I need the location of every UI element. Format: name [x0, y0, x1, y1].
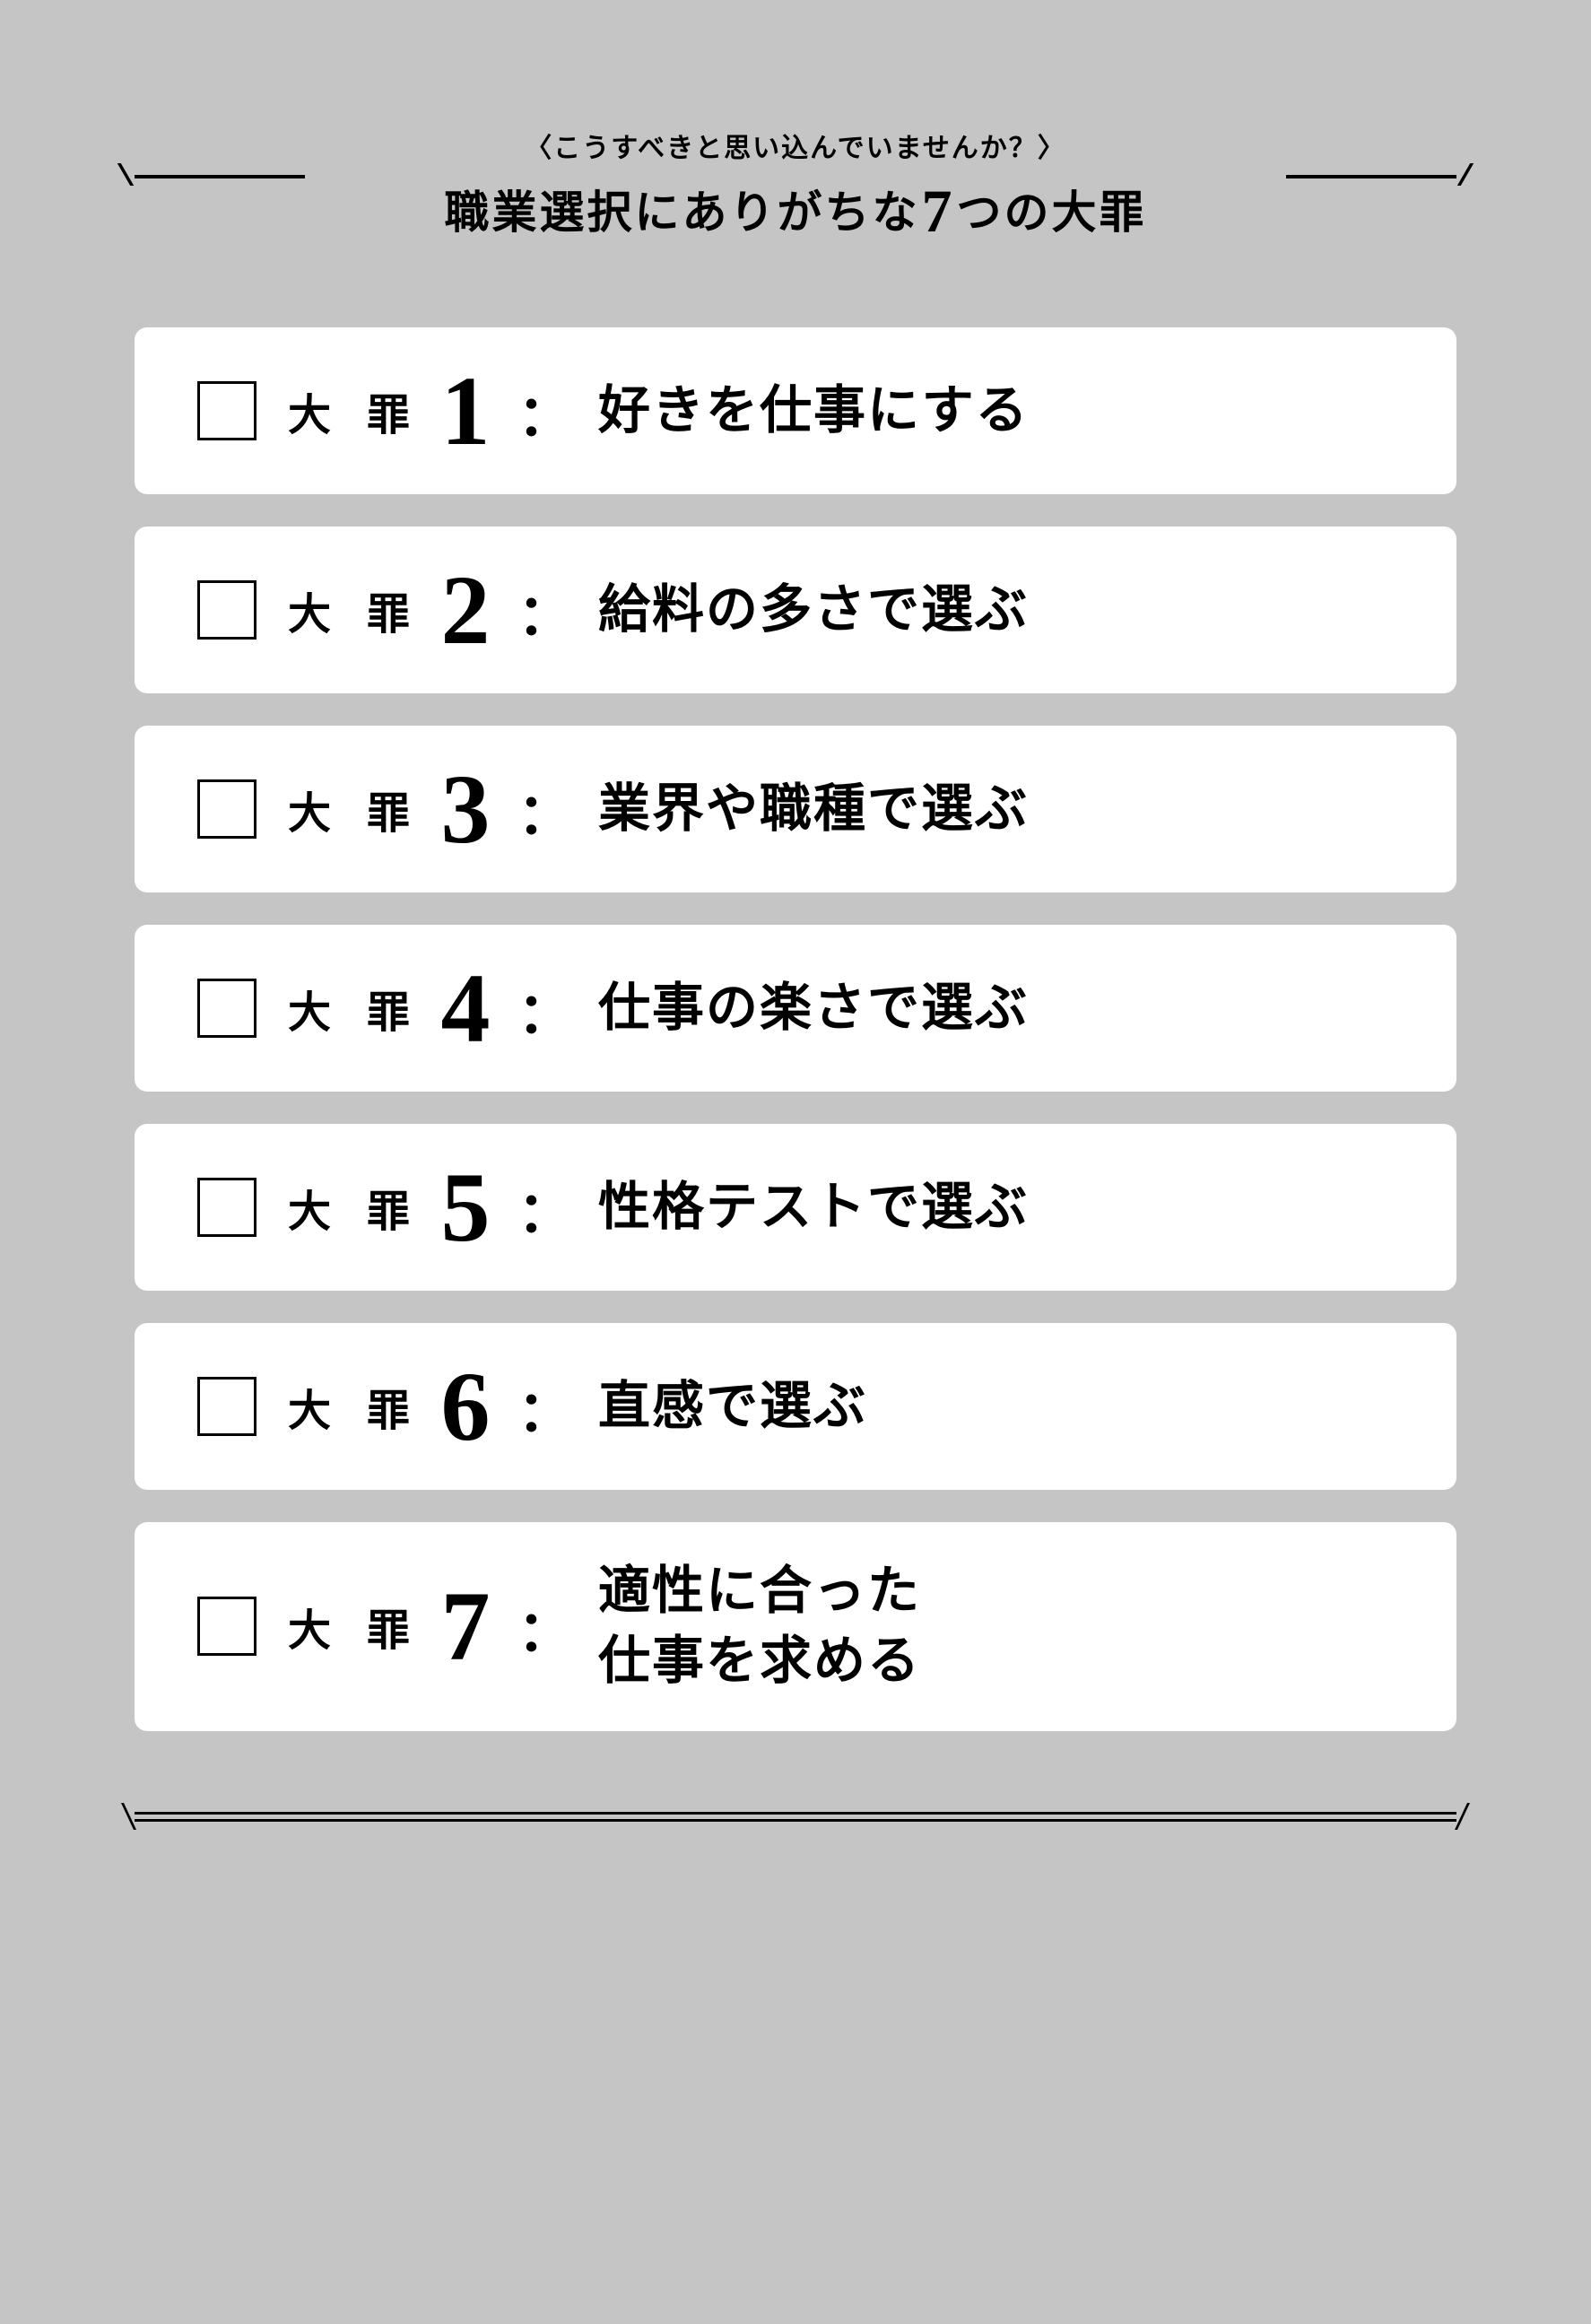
sin-text: 直感で選ぶ: [598, 1371, 867, 1441]
colon: ：: [517, 968, 573, 1049]
checkbox[interactable]: [197, 580, 256, 640]
colon: ：: [517, 769, 573, 849]
colon: ：: [517, 570, 573, 650]
sin-card-4: 大 罪4： 仕事の楽さで選ぶ: [135, 925, 1456, 1092]
sin-number: 3: [430, 760, 501, 858]
sin-label: 大 罪: [288, 1176, 422, 1239]
checkbox[interactable]: [197, 1178, 256, 1237]
colon: ：: [517, 1586, 573, 1667]
sin-number: 4: [430, 959, 501, 1058]
sin-number: 2: [430, 561, 501, 659]
colon: ：: [517, 1167, 573, 1248]
sin-number: 6: [430, 1357, 501, 1456]
sin-text: 好きを仕事にする: [598, 376, 1030, 446]
title-prefix: 職業選択にありがちな: [445, 187, 920, 238]
checkbox[interactable]: [197, 779, 256, 839]
sin-text: 業界や職種で選ぶ: [598, 774, 1029, 844]
colon: ：: [517, 370, 573, 451]
header-rule-left: [135, 175, 305, 178]
page-header: 〈こうすべきと思い込んでいませんか？〉 職業選択にありがちな7つの大罪: [135, 126, 1456, 247]
sin-label: 大 罪: [288, 778, 422, 840]
sin-text: 性格テストで選ぶ: [598, 1172, 1029, 1242]
page-subtitle: 〈こうすべきと思い込んでいませんか？〉: [135, 126, 1456, 165]
footer-ornament-left: [121, 1803, 161, 1830]
sin-card-5: 大 罪5： 性格テストで選ぶ: [135, 1124, 1456, 1291]
checkbox[interactable]: [197, 381, 256, 440]
footer-rule-top: [135, 1812, 1456, 1815]
sin-text: 給料の多さで選ぶ: [598, 575, 1029, 645]
sin-card-3: 大 罪3： 業界や職種で選ぶ: [135, 726, 1456, 892]
title-number: 7: [920, 177, 957, 245]
page-title: 職業選択にありがちな7つの大罪: [135, 176, 1456, 247]
header-rule-right: [1286, 175, 1456, 178]
header-ornament-right: [1439, 163, 1474, 186]
sin-card-6: 大 罪6： 直感で選ぶ: [135, 1323, 1456, 1490]
sin-card-1: 大 罪1： 好きを仕事にする: [135, 327, 1456, 494]
footer-ornament-right: [1430, 1803, 1470, 1830]
sin-label: 大 罪: [288, 1595, 422, 1658]
sin-label: 大 罪: [288, 977, 422, 1040]
checkbox[interactable]: [197, 979, 256, 1038]
sin-number: 7: [430, 1577, 501, 1676]
sin-text: 仕事の楽さで選ぶ: [598, 973, 1029, 1043]
sin-card-2: 大 罪2： 給料の多さで選ぶ: [135, 527, 1456, 693]
sin-label: 大 罪: [288, 1375, 422, 1438]
colon: ：: [517, 1366, 573, 1447]
sin-card-7: 大 罪7： 適性に合った仕事を求める: [135, 1522, 1456, 1731]
sin-number: 1: [430, 361, 501, 460]
sins-list: 大 罪1：好きを仕事にする大 罪2：給料の多さで選ぶ大 罪3：業界や職種で選ぶ大…: [135, 327, 1456, 1731]
title-suffix: つの大罪: [957, 187, 1147, 238]
sin-label: 大 罪: [288, 379, 422, 442]
footer-rule-bottom: [135, 1819, 1456, 1822]
sin-label: 大 罪: [288, 579, 422, 641]
checkbox[interactable]: [197, 1377, 256, 1436]
sin-text: 適性に合った仕事を求める: [598, 1556, 921, 1697]
checkbox[interactable]: [197, 1597, 256, 1656]
sin-number: 5: [430, 1158, 501, 1257]
footer-rule: [135, 1803, 1456, 1830]
